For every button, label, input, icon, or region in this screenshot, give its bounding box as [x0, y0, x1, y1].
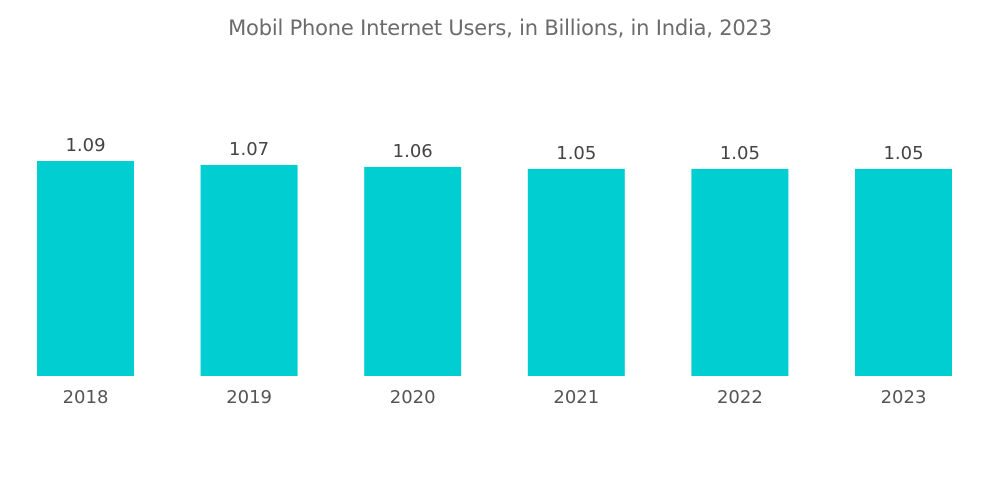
- bar-2020: [364, 166, 462, 376]
- data-label-2019: 1.07: [229, 139, 269, 160]
- x-tick-2021: 2021: [553, 387, 599, 408]
- bars-group: [37, 161, 952, 376]
- x-tick-2023: 2023: [881, 387, 927, 408]
- data-labels-group: 1.09 1.07 1.06 1.05 1.05 1.05: [65, 135, 923, 164]
- x-axis-ticks: 2018 2019 2020 2021 2022 2023: [63, 387, 927, 408]
- data-label-2021: 1.05: [556, 143, 596, 164]
- data-label-2020: 1.06: [393, 141, 433, 162]
- bar-2022: [691, 168, 789, 376]
- bar-2021: [527, 168, 625, 376]
- bar-2019: [200, 164, 298, 376]
- bar-2023: [855, 168, 952, 376]
- data-label-2022: 1.05: [720, 143, 760, 164]
- x-tick-2022: 2022: [717, 387, 763, 408]
- bar-2018: [37, 161, 134, 376]
- x-tick-2019: 2019: [226, 387, 272, 408]
- data-label-2023: 1.05: [883, 143, 923, 164]
- x-tick-2020: 2020: [390, 387, 436, 408]
- data-label-2018: 1.09: [65, 135, 105, 156]
- chart-title: Mobil Phone Internet Users, in Billions,…: [228, 16, 772, 40]
- x-tick-2018: 2018: [63, 387, 109, 408]
